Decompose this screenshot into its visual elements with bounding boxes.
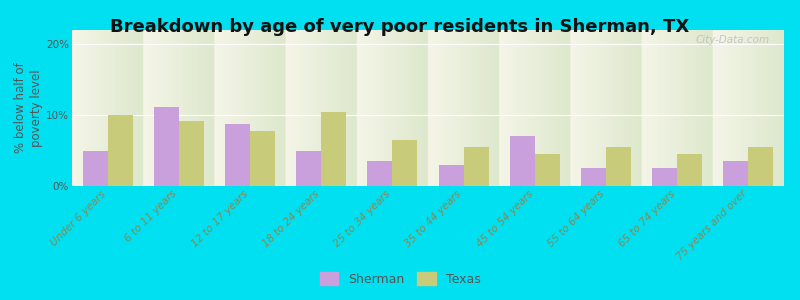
- Y-axis label: % below half of
poverty level: % below half of poverty level: [14, 63, 43, 153]
- Bar: [367, 161, 392, 186]
- Bar: [749, 147, 774, 186]
- Bar: [225, 124, 250, 186]
- Bar: [677, 154, 702, 186]
- Bar: [154, 106, 178, 186]
- Bar: [464, 147, 489, 186]
- Bar: [179, 121, 204, 186]
- Text: Breakdown by age of very poor residents in Sherman, TX: Breakdown by age of very poor residents …: [110, 18, 690, 36]
- Bar: [322, 112, 346, 186]
- Bar: [581, 168, 606, 186]
- Bar: [250, 131, 275, 186]
- Bar: [107, 115, 133, 186]
- Bar: [296, 151, 322, 186]
- Bar: [652, 168, 677, 186]
- Text: City-Data.com: City-Data.com: [696, 35, 770, 45]
- Bar: [606, 147, 631, 186]
- Bar: [82, 151, 107, 186]
- Bar: [723, 161, 748, 186]
- Bar: [510, 136, 534, 186]
- Bar: [438, 165, 464, 186]
- Legend: Sherman, Texas: Sherman, Texas: [314, 267, 486, 291]
- Bar: [392, 140, 418, 186]
- Bar: [535, 154, 560, 186]
